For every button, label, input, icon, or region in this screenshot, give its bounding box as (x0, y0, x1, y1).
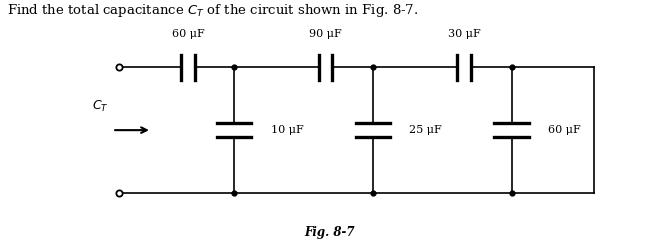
Text: 10 μF: 10 μF (271, 125, 304, 135)
Text: Find the total capacitance $C_T$ of the circuit shown in Fig. 8-7.: Find the total capacitance $C_T$ of the … (7, 2, 418, 20)
Text: 90 μF: 90 μF (309, 29, 342, 39)
Text: 60 μF: 60 μF (172, 29, 205, 39)
Text: $C_T$: $C_T$ (92, 99, 109, 114)
Text: Fig. 8-7: Fig. 8-7 (305, 226, 355, 239)
Text: 60 μF: 60 μF (548, 125, 581, 135)
Text: 25 μF: 25 μF (409, 125, 442, 135)
Text: 30 μF: 30 μF (447, 29, 480, 39)
